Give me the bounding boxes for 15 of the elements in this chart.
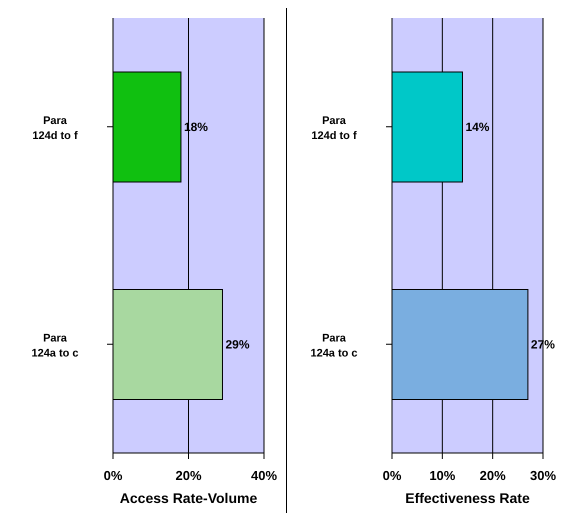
x-axis-title: Effectiveness Rate	[405, 490, 530, 506]
x-tick-label: 40%	[250, 468, 278, 484]
y-tick-label: Para 124d to f	[32, 114, 78, 142]
y-tick-label: Para 124a to c	[31, 332, 79, 360]
x-tick-label: 20%	[175, 468, 202, 484]
x-tick-label: 0%	[104, 468, 123, 484]
x-axis-title: Access Rate-Volume	[120, 490, 258, 506]
x-tick-label: 20%	[480, 468, 506, 484]
data-label: 14%	[465, 120, 490, 134]
x-tick-label: 30%	[530, 468, 556, 484]
y-tick-label: Para 124a to c	[310, 332, 358, 360]
x-tick-label: 0%	[382, 468, 402, 484]
data-label: 29%	[225, 338, 250, 352]
x-tick-label: 10%	[429, 468, 456, 484]
y-tick-label: Para 124d to f	[311, 114, 357, 142]
